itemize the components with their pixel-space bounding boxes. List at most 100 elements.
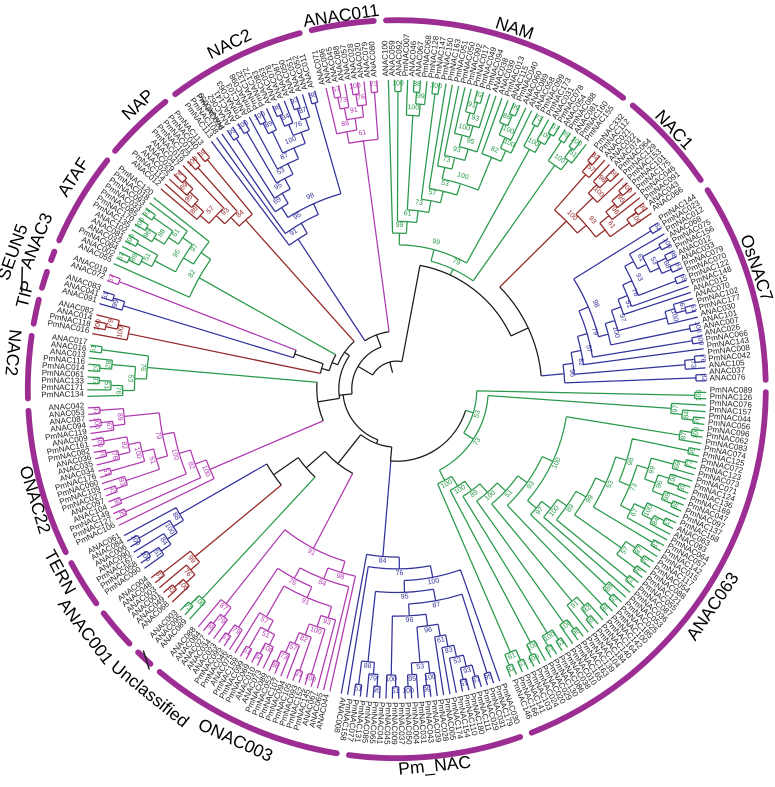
svg-text:53: 53 (606, 479, 616, 489)
svg-text:82: 82 (103, 360, 111, 368)
svg-text:100: 100 (693, 321, 702, 334)
svg-text:76: 76 (114, 387, 121, 395)
svg-text:82: 82 (506, 665, 516, 674)
svg-text:89: 89 (469, 489, 480, 499)
svg-text:ANAC020: ANAC020 (353, 42, 366, 79)
svg-text:PmNAC042: PmNAC042 (708, 350, 752, 363)
svg-text:88: 88 (502, 112, 512, 121)
svg-text:69: 69 (678, 273, 687, 283)
svg-text:88: 88 (341, 120, 350, 128)
svg-text:57: 57 (586, 164, 597, 174)
svg-text:53: 53 (473, 409, 482, 419)
svg-text:100: 100 (538, 130, 552, 142)
svg-text:87: 87 (432, 601, 441, 609)
svg-text:84: 84 (281, 113, 291, 122)
svg-text:79: 79 (641, 555, 651, 565)
svg-text:100: 100 (611, 326, 621, 339)
svg-text:84: 84 (683, 411, 691, 419)
svg-text:87: 87 (634, 545, 644, 555)
svg-text:100: 100 (94, 318, 103, 331)
svg-text:PmNAC043: PmNAC043 (423, 700, 436, 744)
svg-text:89: 89 (586, 616, 597, 626)
svg-text:73: 73 (182, 602, 193, 613)
svg-text:ANAC080: ANAC080 (367, 40, 378, 77)
svg-text:100: 100 (527, 653, 541, 665)
svg-text:PmNAC116: PmNAC116 (43, 354, 86, 366)
svg-text:96: 96 (655, 480, 664, 490)
svg-text:51: 51 (568, 149, 579, 159)
svg-text:96: 96 (424, 627, 433, 635)
svg-text:82: 82 (700, 374, 707, 382)
svg-text:61: 61 (354, 685, 363, 693)
svg-text:82: 82 (475, 91, 484, 100)
svg-text:PmNAC004: PmNAC004 (410, 702, 421, 745)
svg-text:79: 79 (590, 327, 599, 337)
svg-text:51: 51 (504, 489, 515, 500)
svg-text:82: 82 (120, 441, 128, 450)
svg-text:98: 98 (597, 174, 608, 185)
svg-text:76: 76 (396, 570, 404, 577)
svg-text:PmNAC050: PmNAC050 (403, 702, 413, 745)
svg-text:PmNAC089: PmNAC089 (710, 385, 753, 394)
svg-text:NAC2: NAC2 (1, 329, 25, 377)
svg-text:53: 53 (91, 364, 99, 372)
svg-text:79: 79 (369, 675, 377, 683)
svg-text:PmNAC085: PmNAC085 (360, 701, 373, 745)
svg-text:89: 89 (600, 603, 611, 614)
svg-text:PmNAC068: PmNAC068 (420, 34, 433, 78)
svg-text:93: 93 (463, 667, 472, 676)
svg-text:93: 93 (220, 207, 231, 218)
svg-text:PmNAC134: PmNAC134 (41, 389, 84, 399)
svg-text:89: 89 (116, 413, 124, 422)
svg-text:91: 91 (349, 107, 358, 115)
svg-text:61: 61 (358, 129, 367, 137)
svg-text:53: 53 (649, 256, 659, 266)
svg-text:ANAC053: ANAC053 (49, 408, 86, 420)
svg-text:57: 57 (545, 645, 555, 655)
svg-text:100: 100 (458, 123, 471, 133)
svg-text:53: 53 (626, 576, 636, 587)
svg-text:ANAC067: ANAC067 (414, 40, 426, 77)
svg-text:100: 100 (309, 626, 322, 636)
svg-text:ANAC037: ANAC037 (709, 365, 746, 376)
svg-text:79: 79 (451, 257, 461, 267)
svg-text:89: 89 (560, 130, 570, 140)
svg-text:100: 100 (456, 171, 469, 181)
svg-text:100: 100 (696, 389, 703, 401)
svg-text:ANAC016: ANAC016 (50, 340, 87, 353)
svg-text:57: 57 (205, 205, 216, 216)
svg-text:99: 99 (423, 686, 432, 694)
svg-text:76: 76 (139, 363, 147, 371)
svg-text:PmNAC007: PmNAC007 (401, 33, 412, 76)
svg-text:100: 100 (551, 456, 562, 470)
svg-text:88: 88 (157, 228, 167, 238)
svg-text:98: 98 (668, 250, 678, 260)
svg-text:73: 73 (689, 360, 697, 368)
svg-text:82: 82 (186, 461, 195, 471)
svg-text:96: 96 (610, 206, 620, 217)
svg-text:82: 82 (187, 269, 197, 279)
svg-text:51: 51 (260, 630, 270, 640)
svg-text:76: 76 (294, 120, 304, 129)
svg-text:93: 93 (117, 477, 126, 487)
svg-text:100: 100 (133, 446, 143, 459)
svg-text:97: 97 (672, 405, 680, 413)
svg-text:51: 51 (152, 549, 162, 559)
svg-text:84: 84 (651, 517, 661, 527)
svg-text:61: 61 (507, 652, 517, 662)
svg-text:93: 93 (609, 594, 620, 605)
svg-text:PmNAC031: PmNAC031 (416, 701, 428, 745)
svg-text:69: 69 (197, 148, 208, 158)
svg-text:97: 97 (618, 313, 627, 323)
svg-text:100: 100 (385, 676, 397, 683)
svg-text:93: 93 (107, 485, 116, 495)
svg-text:ANAC087: ANAC087 (49, 414, 86, 427)
svg-text:93: 93 (634, 272, 644, 282)
svg-text:PmNAC133: PmNAC133 (41, 376, 84, 386)
svg-text:95: 95 (273, 182, 283, 192)
svg-text:82: 82 (652, 222, 662, 232)
svg-text:87: 87 (680, 431, 688, 440)
svg-text:98: 98 (205, 622, 216, 632)
svg-text:51: 51 (103, 381, 110, 389)
svg-text:61: 61 (403, 210, 411, 217)
